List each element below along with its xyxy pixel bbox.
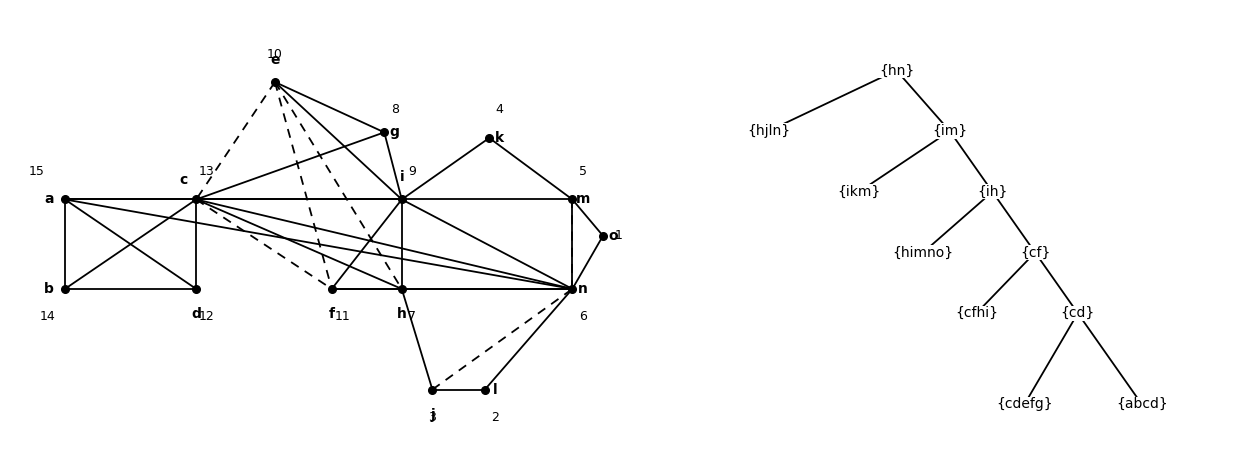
Text: g: g	[390, 125, 400, 139]
Text: 10: 10	[266, 48, 283, 61]
Text: 2: 2	[492, 411, 499, 424]
Text: {im}: {im}	[933, 124, 967, 138]
Text: h: h	[397, 307, 407, 321]
Text: {hjln}: {hjln}	[747, 124, 789, 138]
Text: {abcd}: {abcd}	[1116, 397, 1168, 411]
Text: {ih}: {ih}	[977, 185, 1007, 199]
Text: 8: 8	[391, 103, 398, 116]
Text: f: f	[329, 307, 335, 321]
Text: l: l	[493, 383, 498, 397]
Text: 9: 9	[408, 165, 416, 178]
Text: {cdefg}: {cdefg}	[996, 397, 1053, 411]
Text: {cd}: {cd}	[1061, 306, 1094, 320]
Text: 7: 7	[408, 310, 416, 323]
Text: a: a	[45, 192, 54, 206]
Text: 15: 15	[29, 165, 45, 178]
Text: j: j	[430, 408, 435, 422]
Text: 12: 12	[199, 310, 214, 323]
Text: 5: 5	[579, 165, 586, 178]
Text: {himno}: {himno}	[893, 246, 954, 260]
Text: 6: 6	[579, 310, 586, 323]
Text: m: m	[575, 192, 590, 206]
Text: k: k	[496, 131, 504, 145]
Text: n: n	[578, 282, 588, 296]
Text: b: b	[45, 282, 54, 296]
Text: 3: 3	[428, 411, 436, 424]
Text: {ikm}: {ikm}	[838, 185, 880, 199]
Text: e: e	[270, 53, 280, 67]
Text: 1: 1	[615, 229, 622, 242]
Text: c: c	[179, 173, 187, 187]
Text: 11: 11	[335, 310, 350, 323]
Text: i: i	[400, 170, 405, 184]
Text: 4: 4	[496, 103, 504, 116]
Text: 13: 13	[199, 165, 214, 178]
Text: {cfhi}: {cfhi}	[955, 306, 998, 320]
Text: {cf}: {cf}	[1020, 246, 1051, 260]
Text: o: o	[609, 229, 619, 243]
Text: 14: 14	[40, 310, 55, 323]
Text: d: d	[192, 307, 202, 321]
Text: {hn}: {hn}	[879, 63, 914, 77]
